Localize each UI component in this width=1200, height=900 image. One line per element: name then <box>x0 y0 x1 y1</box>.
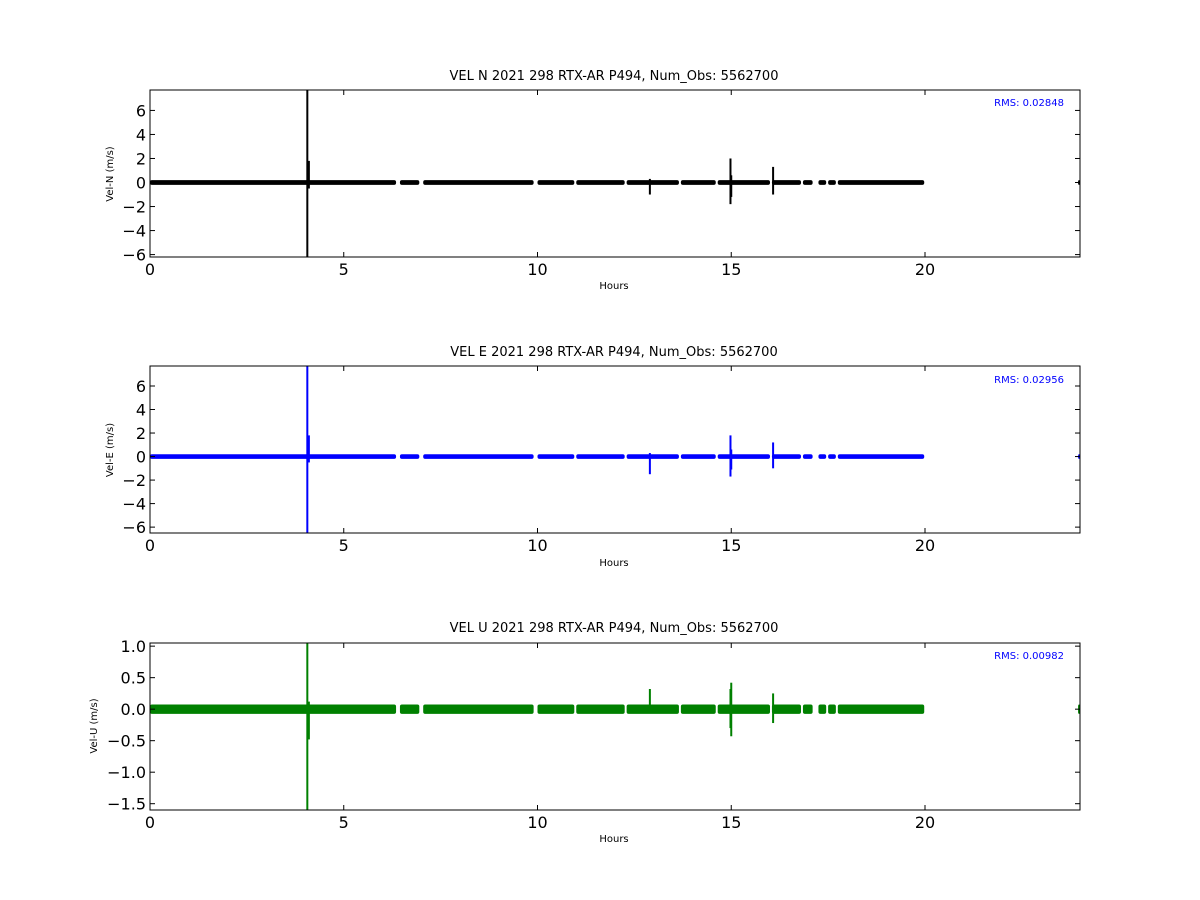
data-segment <box>771 454 801 459</box>
x-tick-label: 5 <box>339 813 349 832</box>
y-tick-label: −1.0 <box>107 763 146 782</box>
data-segment <box>802 704 813 714</box>
data-segment <box>626 180 679 185</box>
data-segment <box>399 454 420 459</box>
data-segment <box>626 704 679 714</box>
data-segment <box>818 454 827 459</box>
x-tick-label: 0 <box>145 536 155 555</box>
y-tick-label: 0.5 <box>121 669 146 688</box>
x-axis-label: Hours <box>599 558 628 569</box>
data-segment <box>537 180 575 185</box>
y-tick-label: 0 <box>136 448 146 467</box>
panel-title: VEL N 2021 298 RTX-AR P494, Num_Obs: 556… <box>450 69 779 84</box>
y-tick-label: 6 <box>136 101 146 120</box>
rms-annotation: RMS: 0.02848 <box>994 98 1064 109</box>
data-segment <box>717 454 770 459</box>
data-segment <box>828 180 836 185</box>
data-segment <box>576 180 625 185</box>
data-segment <box>150 704 397 714</box>
plot-area: 0 5 10 15 20 −6 −4 −2 0 2 4 6 <box>122 365 1081 555</box>
data-segment <box>150 180 397 185</box>
panel-title: VEL E 2021 298 RTX-AR P494, Num_Obs: 556… <box>450 345 777 360</box>
data-segment <box>423 454 534 459</box>
x-tick-label: 5 <box>339 536 349 555</box>
x-tick-label: 5 <box>339 260 349 279</box>
data-segment <box>771 180 801 185</box>
x-axis-label: Hours <box>599 834 628 845</box>
data-segment <box>423 704 534 714</box>
data-segment <box>680 180 716 185</box>
x-tick-label: 20 <box>915 536 935 555</box>
x-tick-label: 15 <box>721 536 741 555</box>
x-tick-label: 10 <box>527 536 547 555</box>
x-tick-label: 0 <box>145 260 155 279</box>
x-axis-label: Hours <box>599 281 628 292</box>
data-segment <box>837 454 925 459</box>
rms-annotation: RMS: 0.00982 <box>994 651 1064 662</box>
x-tick-label: 10 <box>527 813 547 832</box>
data-segment <box>537 704 575 714</box>
y-tick-label: 2 <box>136 424 146 443</box>
x-tick-label: 20 <box>915 813 935 832</box>
y-tick-label: 2 <box>136 149 146 168</box>
data-segment <box>837 704 925 714</box>
data-segment <box>717 180 770 185</box>
panel-vel-u: VEL U 2021 298 RTX-AR P494, Num_Obs: 556… <box>89 621 1081 845</box>
rms-annotation: RMS: 0.02956 <box>994 375 1064 386</box>
panel-vel-n: VEL N 2021 298 RTX-AR P494, Num_Obs: 556… <box>105 69 1081 292</box>
y-tick-label: 4 <box>136 401 146 420</box>
data-segment <box>771 704 801 714</box>
y-tick-label: −2 <box>122 471 146 490</box>
x-tick-label: 15 <box>721 813 741 832</box>
axes-frame <box>149 365 1081 534</box>
data-segment <box>537 454 575 459</box>
panel-title: VEL U 2021 298 RTX-AR P494, Num_Obs: 556… <box>450 621 779 636</box>
data-segment <box>399 180 420 185</box>
data-segment <box>828 704 836 714</box>
axes-frame <box>149 642 1081 811</box>
y-tick-label: 0 <box>136 174 146 193</box>
x-tick-label: 20 <box>915 260 935 279</box>
y-tick-label: 4 <box>136 125 146 144</box>
data-segment <box>626 454 679 459</box>
y-tick-label: 1.0 <box>121 637 146 656</box>
data-segment <box>576 454 625 459</box>
data-segment <box>802 454 813 459</box>
y-tick-label: −4 <box>122 495 146 514</box>
data-segment <box>423 180 534 185</box>
y-axis-label: Vel-U (m/s) <box>89 698 100 753</box>
data-segment <box>818 180 827 185</box>
data-segment <box>399 704 420 714</box>
data-segment <box>717 704 770 714</box>
x-tick-label: 10 <box>527 260 547 279</box>
y-axis-label: Vel-N (m/s) <box>105 146 116 201</box>
y-tick-label: −6 <box>122 518 146 537</box>
plot-area: 0 5 10 15 20 −1.5 −1.0 −0.5 0.0 0.5 1.0 <box>107 637 1081 832</box>
y-tick-label: −6 <box>122 246 146 265</box>
data-segment <box>680 454 716 459</box>
x-tick-label: 15 <box>721 260 741 279</box>
data-segment <box>828 454 836 459</box>
data-segment <box>837 180 925 185</box>
y-tick-label: −4 <box>122 222 146 241</box>
y-tick-label: 0.0 <box>121 700 146 719</box>
y-axis-label: Vel-E (m/s) <box>105 423 116 477</box>
plot-area: 0 5 10 15 20 −6 −4 −2 0 2 4 6 <box>122 89 1081 279</box>
panel-vel-e: VEL E 2021 298 RTX-AR P494, Num_Obs: 556… <box>105 345 1081 569</box>
data-segment <box>818 704 827 714</box>
x-tick-label: 0 <box>145 813 155 832</box>
y-tick-label: −0.5 <box>107 732 146 751</box>
axes-frame <box>149 89 1081 258</box>
data-segment <box>576 704 625 714</box>
data-segment <box>150 454 397 459</box>
data-segment <box>802 180 813 185</box>
data-segment <box>680 704 716 714</box>
y-tick-label: −2 <box>122 198 146 217</box>
y-tick-label: −1.5 <box>107 795 146 814</box>
y-tick-label: 6 <box>136 377 146 396</box>
